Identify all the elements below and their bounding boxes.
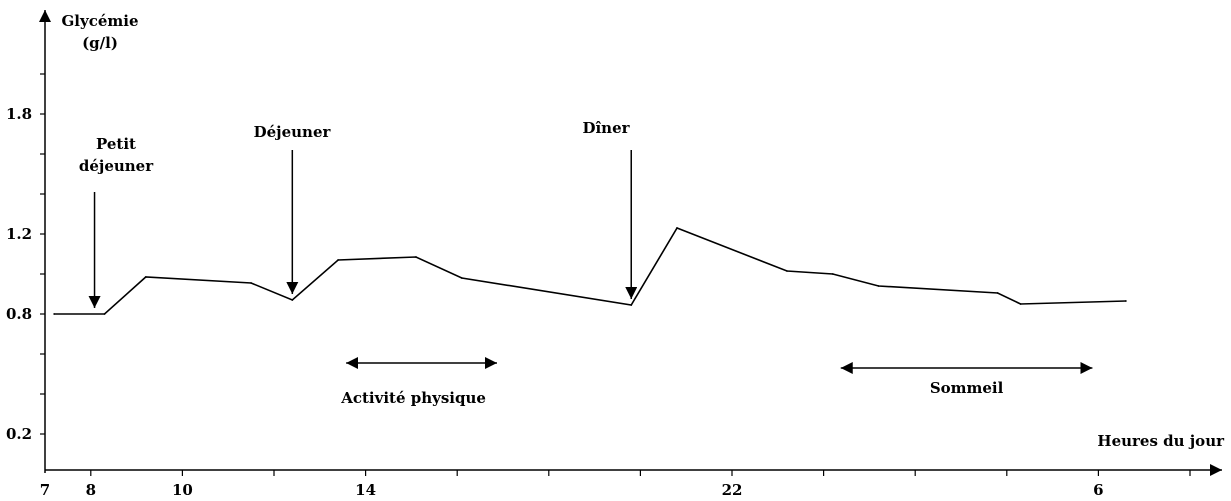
data-point [786,270,788,272]
meal-label-line: Petit [96,135,136,153]
data-point [831,273,834,275]
data-point [460,277,463,279]
x-tick-label: 14 [355,481,376,499]
x-tick-label: 10 [172,481,193,499]
data-point [996,292,999,294]
data-point [144,276,147,278]
y-axis-title: Glycémie (g/l) [61,12,138,52]
data-point [1019,303,1022,305]
axes: 0.2 0.8 1.2 1.8 7 8 10 14 22 6 Glycémie (g/l) Heures… [6,9,1225,499]
meal-label-line: déjeuner [79,157,154,175]
data-point [630,304,633,306]
glycemia-line [54,227,1126,315]
annotations-group: Petit déjeuner Déjeuner Dîner Activité physi… [79,119,1093,407]
data-point [291,299,294,301]
period-label: Sommeil [930,379,1004,397]
y-axis-title-line: Glycémie [61,12,138,30]
data-point [877,285,880,287]
y-tick-label: 0.8 [6,305,32,323]
data-point [103,313,106,315]
meal-label: Déjeuner [254,123,332,141]
y-tick-label: 0.2 [6,425,32,443]
meal-label-line: Déjeuner [254,123,332,141]
x-tick-label: 7 [40,481,50,499]
data-point [415,256,417,258]
meal-label-line: Dîner [582,119,630,137]
data-point [1124,300,1127,302]
x-tick-label: 22 [722,481,743,499]
meal-label: Dîner [582,119,630,137]
x-tick-label: 8 [86,481,96,499]
data-point [53,313,56,315]
meal-label: Petit déjeuner [79,135,154,175]
x-axis-title: Heures du jour [1097,432,1225,450]
data-point [337,259,340,261]
y-tick-label: 1.8 [6,105,32,123]
period-label: Activité physique [340,389,486,407]
series-group [53,227,1127,315]
data-point [676,227,678,229]
data-point [250,282,253,284]
y-axis-title-line: (g/l) [82,34,118,52]
x-tick-label: 6 [1093,481,1103,499]
y-tick-label: 1.2 [6,225,32,243]
